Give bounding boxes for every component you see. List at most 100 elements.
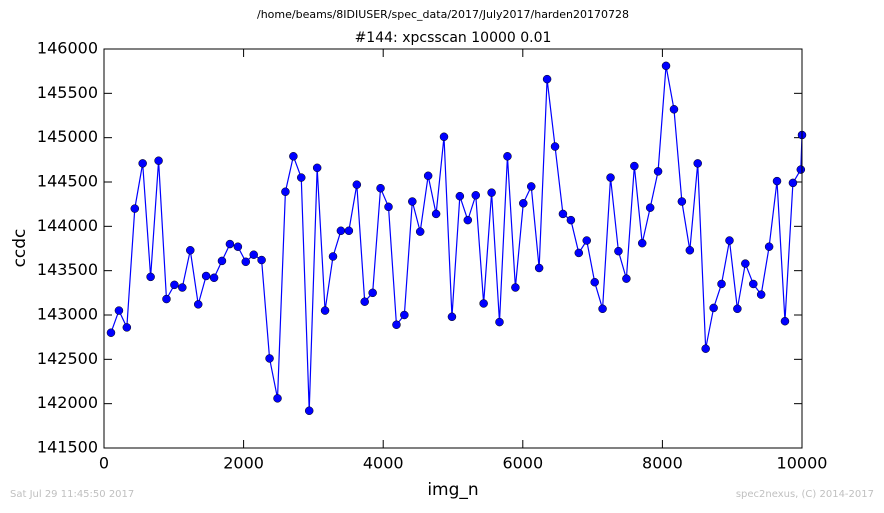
- data-point: [606, 173, 615, 182]
- data-point: [653, 167, 663, 176]
- data-point: [764, 242, 774, 251]
- data-point: [328, 252, 338, 261]
- data-point: [645, 203, 655, 212]
- data-point: [400, 310, 409, 320]
- data-point: [582, 236, 591, 245]
- data-point: [122, 323, 132, 332]
- data-point: [756, 290, 766, 299]
- data-point: [630, 161, 639, 171]
- y-tick-label: 143000: [37, 305, 98, 324]
- plot-frame: [103, 48, 803, 449]
- data-point: [487, 188, 496, 197]
- data-point: [622, 274, 631, 283]
- data-point: [273, 394, 282, 403]
- x-tick-label: 2000: [223, 454, 264, 473]
- data-point: [170, 280, 179, 290]
- data-point: [162, 294, 171, 304]
- data-point: [479, 299, 488, 308]
- data-point: [217, 256, 227, 266]
- data-point: [542, 74, 552, 84]
- y-tick-label: 142000: [37, 393, 98, 412]
- y-tick-label: 144000: [37, 216, 98, 235]
- data-point: [685, 246, 695, 255]
- data-point: [614, 246, 623, 256]
- data-point: [526, 182, 536, 191]
- data-point: [178, 283, 187, 292]
- data-point: [265, 354, 274, 363]
- x-axis-label: img_n: [427, 480, 478, 500]
- data-point: [455, 191, 465, 201]
- data-point: [344, 226, 354, 236]
- data-point: [558, 209, 568, 219]
- x-tick-label: 4000: [363, 454, 404, 473]
- data-point: [225, 239, 235, 249]
- data-point: [574, 248, 584, 258]
- data-point: [693, 159, 702, 168]
- x-tick-label: 8000: [642, 454, 683, 473]
- data-point: [677, 197, 687, 206]
- data-point: [566, 215, 576, 225]
- data-point: [289, 152, 298, 161]
- data-point: [209, 273, 219, 283]
- data-point: [106, 328, 116, 337]
- data-point: [431, 209, 441, 219]
- data-point: [114, 306, 124, 315]
- chart-suptitle: /home/beams/8IDIUSER/spec_data/2017/July…: [257, 8, 629, 21]
- y-tick-label: 143500: [37, 260, 98, 279]
- footer-left: Sat Jul 29 11:45:50 2017: [10, 489, 134, 500]
- data-point: [193, 300, 203, 309]
- data-point: [772, 176, 782, 186]
- data-point: [447, 312, 457, 322]
- data-point: [669, 105, 679, 114]
- data-point: [146, 272, 155, 282]
- data-point: [376, 183, 385, 193]
- y-tick-label: 141500: [37, 438, 98, 457]
- y-tick-label: 146000: [37, 39, 98, 58]
- data-point: [550, 142, 560, 151]
- data-point: [415, 227, 425, 236]
- data-point: [637, 238, 647, 248]
- x-tick-label: 0: [99, 454, 109, 473]
- data-point: [534, 263, 544, 273]
- y-tick-label: 142500: [37, 349, 98, 368]
- data-point: [304, 406, 314, 416]
- data-point: [463, 215, 473, 225]
- footer-right: spec2nexus, (C) 2014-2017: [736, 489, 874, 500]
- data-point: [368, 288, 377, 298]
- data-point: [186, 246, 195, 255]
- data-point: [519, 199, 528, 208]
- x-tick-label: 6000: [502, 454, 543, 473]
- data-point: [503, 152, 512, 161]
- data-point: [312, 163, 322, 173]
- data-point: [241, 257, 251, 267]
- data-point: [749, 279, 758, 289]
- data-point: [336, 226, 346, 236]
- data-point: [701, 344, 710, 353]
- data-point: [352, 180, 362, 189]
- data-point: [154, 156, 163, 165]
- data-point: [320, 306, 330, 315]
- data-point: [257, 255, 266, 265]
- data-point: [780, 316, 790, 326]
- y-tick-label: 144500: [37, 172, 98, 191]
- data-point: [598, 304, 607, 314]
- y-tick-label: 145500: [37, 83, 98, 102]
- data-point: [717, 279, 726, 289]
- data-point: [709, 303, 718, 313]
- data-point: [130, 204, 140, 213]
- data-point: [796, 165, 806, 174]
- data-point: [725, 236, 734, 245]
- data-point: [360, 297, 369, 306]
- data-point: [281, 187, 290, 197]
- data-point: [511, 283, 520, 292]
- data-point: [733, 304, 742, 314]
- data-point: [495, 317, 504, 327]
- data-point: [297, 173, 306, 182]
- data-point: [138, 159, 147, 168]
- data-point: [233, 242, 243, 251]
- y-tick-label: 145000: [37, 127, 98, 146]
- data-point: [408, 197, 417, 206]
- data-point: [661, 61, 671, 71]
